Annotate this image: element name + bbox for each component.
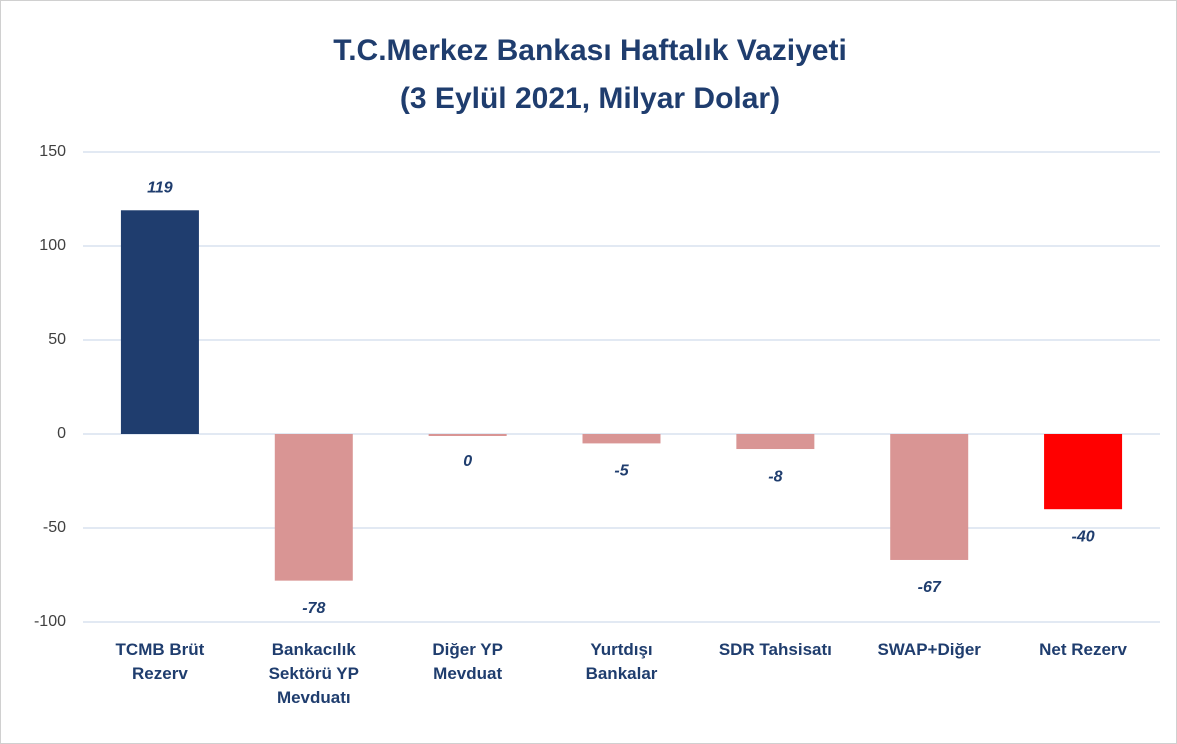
y-tick-label: 0 — [57, 425, 66, 442]
bar — [582, 434, 661, 444]
x-tick-label: TCMB Brüt Rezerv — [115, 640, 205, 683]
data-label: 0 — [463, 453, 472, 470]
bar — [274, 434, 353, 581]
y-tick-label: 150 — [39, 143, 66, 160]
chart-title: T.C.Merkez Bankası Haftalık Vaziyeti — [333, 34, 847, 67]
y-tick-label: -50 — [43, 519, 66, 536]
data-label: -78 — [302, 600, 325, 617]
bar — [736, 434, 815, 450]
x-tick-label: Yurtdışı Bankalar — [585, 640, 658, 683]
x-tick-label: Bankacılık Sektörü YP Mevduatı — [268, 640, 359, 707]
y-tick-label: 50 — [48, 331, 66, 348]
data-label: -5 — [614, 463, 629, 480]
y-tick-label: 100 — [39, 237, 66, 254]
data-label: 119 — [147, 179, 173, 196]
y-tick-label: -100 — [34, 613, 66, 630]
x-tick-label: Net Rezerv — [1039, 640, 1127, 659]
chart-subtitle: (3 Eylül 2021, Milyar Dolar) — [400, 82, 780, 115]
bar — [890, 434, 969, 560]
bar — [120, 210, 199, 434]
data-label: -40 — [1072, 528, 1095, 545]
x-tick-label: SDR Tahsisatı — [718, 640, 832, 659]
bar — [1044, 434, 1123, 510]
x-tick-label: Diğer YP Mevduat — [432, 640, 503, 683]
data-label: -8 — [768, 468, 782, 485]
bar — [428, 434, 507, 436]
data-label: -67 — [918, 579, 942, 596]
x-tick-label: SWAP+Diğer — [877, 640, 981, 659]
